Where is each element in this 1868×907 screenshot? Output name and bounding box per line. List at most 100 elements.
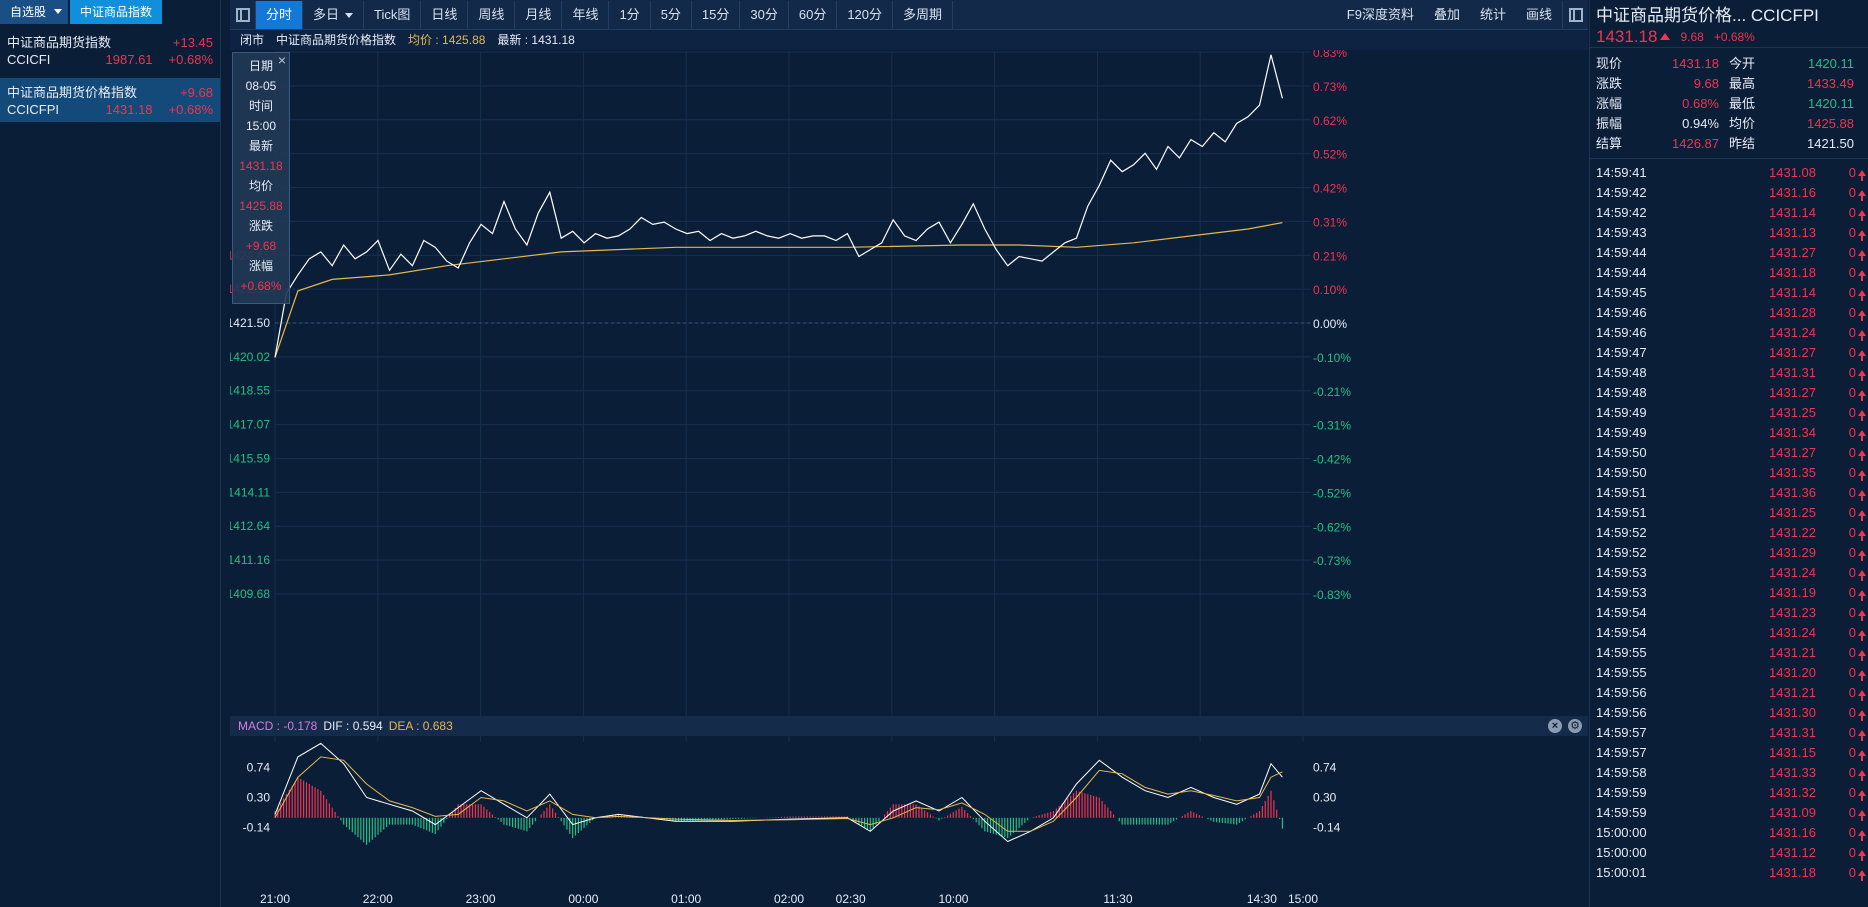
- tick-volume: 0: [1848, 385, 1856, 400]
- tick-price: 1431.28: [1769, 305, 1816, 320]
- watchlist-item-ccicfpi[interactable]: 中证商品期货价格指数 +9.68 CCICFPI 1431.18 +0.68%: [0, 78, 220, 122]
- x-tick-label: 02:00: [774, 892, 804, 906]
- toggle-sidebar-icon[interactable]: [230, 0, 256, 29]
- quote-grid: 现价 1431.18 今开 1420.11 涨跌 9.68 最高 1433.49 涨幅 0.68%…: [1590, 48, 1868, 159]
- y-tick-label: 1415.59: [230, 452, 270, 466]
- arrow-up-icon: [1856, 743, 1868, 763]
- tick-row: 14:59:59 1431.09 0: [1596, 803, 1868, 823]
- tick-time: 14:59:53: [1596, 565, 1647, 580]
- y-tick-label: 1414.11: [230, 485, 270, 499]
- x-tick-label: 14:30: [1247, 892, 1277, 906]
- market-status: 闭市: [240, 33, 265, 47]
- f9-button[interactable]: F9深度资料: [1346, 6, 1414, 22]
- tick-row: 14:59:49 1431.34 0: [1596, 423, 1868, 443]
- gear-icon[interactable]: ⚙: [1568, 719, 1582, 733]
- quote-value: 1420.11: [1807, 56, 1854, 71]
- tick-volume: 0: [1848, 265, 1856, 280]
- arrow-up-icon: [1856, 643, 1868, 663]
- tick-volume: 0: [1848, 285, 1856, 300]
- x-tick-label: 21:00: [260, 892, 290, 906]
- arrow-up-icon: [1856, 343, 1868, 363]
- draw-button[interactable]: 画线: [1525, 6, 1552, 22]
- tick-price: 1431.35: [1769, 465, 1816, 480]
- tab-weekly[interactable]: 周线: [468, 0, 516, 29]
- tab-15min[interactable]: 15分: [692, 0, 741, 29]
- tick-row: 14:59:46 1431.24 0: [1596, 323, 1868, 343]
- tooltip-avg: 1425.88: [239, 199, 283, 213]
- tab-monthly[interactable]: 月线: [515, 0, 563, 29]
- pct-tick-label: -0.83%: [1313, 588, 1351, 602]
- tick-price: 1431.21: [1769, 645, 1816, 660]
- tab-5min[interactable]: 5分: [651, 0, 692, 29]
- close-indicator-icon[interactable]: ×: [1548, 719, 1562, 733]
- tick-row: 14:59:57 1431.15 0: [1596, 743, 1868, 763]
- tab-commodity-index[interactable]: 中证商品指数: [70, 0, 163, 24]
- tick-row: 14:59:52 1431.29 0: [1596, 543, 1868, 563]
- tick-time: 14:59:56: [1596, 705, 1647, 720]
- tick-time: 14:59:44: [1596, 265, 1647, 280]
- arrow-up-icon: [1856, 303, 1868, 323]
- tick-time: 14:59:54: [1596, 605, 1647, 620]
- x-tick-label: 01:00: [671, 892, 701, 906]
- tick-price: 1431.33: [1769, 765, 1816, 780]
- pct-tick-label: 0.42%: [1313, 182, 1347, 196]
- tick-row: 14:59:51 1431.25 0: [1596, 503, 1868, 523]
- tick-time: 14:59:48: [1596, 365, 1647, 380]
- tick-time: 14:59:41: [1596, 165, 1647, 180]
- close-icon[interactable]: ×: [277, 52, 286, 68]
- chart-info-bar: 闭市 中证商品期货价格指数 均价 : 1425.88 最新 : 1431.18: [230, 30, 1588, 50]
- tab-120min[interactable]: 120分: [837, 0, 894, 29]
- tab-watchlist[interactable]: 自选股: [0, 0, 69, 24]
- tab-multiperiod[interactable]: 多周期: [893, 0, 954, 29]
- tab-multiday[interactable]: 多日: [303, 0, 365, 29]
- tick-row: 14:59:51 1431.36 0: [1596, 483, 1868, 503]
- arrow-up-icon: [1856, 523, 1868, 543]
- intraday-chart[interactable]: 1424.451422.981421.501420.021418.551417.…: [230, 50, 1588, 907]
- tick-volume: 0: [1848, 485, 1856, 500]
- arrow-up-icon: [1856, 763, 1868, 783]
- price-line: 1431.18 9.68 +0.68%: [1590, 26, 1868, 48]
- tab-daily[interactable]: 日线: [421, 0, 469, 29]
- tick-volume: 0: [1848, 305, 1856, 320]
- tick-row: 14:59:53 1431.19 0: [1596, 583, 1868, 603]
- tab-yearly[interactable]: 年线: [562, 0, 610, 29]
- item-pct: +0.68%: [168, 102, 213, 117]
- tick-volume: 0: [1848, 565, 1856, 580]
- y-tick-label: 1412.64: [230, 519, 270, 533]
- tick-row: 14:59:52 1431.22 0: [1596, 523, 1868, 543]
- tick-volume: 0: [1848, 865, 1856, 880]
- x-tick-label: 10:00: [938, 892, 968, 906]
- pct-tick-label: 0.73%: [1313, 80, 1347, 94]
- pct-tick-label: -0.42%: [1313, 453, 1351, 467]
- tick-row: 14:59:42 1431.16 0: [1596, 183, 1868, 203]
- tick-price: 1431.15: [1769, 745, 1816, 760]
- arrow-up-icon: [1660, 32, 1671, 40]
- dif-line: [274, 742, 1283, 843]
- stats-button[interactable]: 统计: [1479, 6, 1506, 22]
- quote-label: 最低: [1729, 96, 1756, 111]
- tick-list[interactable]: 14:59:41 1431.08 0 14:59:42 1431.16 0 14:59:42…: [1590, 159, 1868, 883]
- tick-time: 15:00:00: [1596, 825, 1647, 840]
- price-change: 9.68: [1680, 29, 1704, 44]
- tick-volume: 0: [1848, 625, 1856, 640]
- tick-row: 14:59:48 1431.31 0: [1596, 363, 1868, 383]
- tick-price: 1431.22: [1769, 525, 1816, 540]
- tick-time: 14:59:53: [1596, 585, 1647, 600]
- tab-tick[interactable]: Tick图: [364, 0, 422, 29]
- toggle-panel-icon[interactable]: [1562, 0, 1588, 29]
- pct-tick-label: 0.10%: [1313, 283, 1347, 297]
- watchlist-item-ccicfi[interactable]: 中证商品期货指数 +13.45 CCICFI 1987.61 +0.68%: [0, 28, 220, 72]
- x-tick-label: 11:30: [1103, 892, 1132, 906]
- tab-intraday[interactable]: 分时: [256, 0, 304, 29]
- watchlist-panel: 自选股 中证商品指数 中证商品期货指数 +13.45 CCICFI 1987.6…: [0, 0, 221, 907]
- tab-1min[interactable]: 1分: [609, 0, 651, 29]
- overlay-button[interactable]: 叠加: [1433, 6, 1460, 22]
- tick-row: 14:59:44 1431.27 0: [1596, 243, 1868, 263]
- tick-price: 1431.24: [1769, 565, 1816, 580]
- pct-tick-label: -0.21%: [1313, 385, 1351, 399]
- last-price-label: 最新 : 1431.18: [497, 33, 575, 47]
- tab-60min[interactable]: 60分: [789, 0, 838, 29]
- macd-axis-label: 0.74: [247, 761, 271, 775]
- tab-30min[interactable]: 30分: [740, 0, 789, 29]
- tick-row: 14:59:46 1431.28 0: [1596, 303, 1868, 323]
